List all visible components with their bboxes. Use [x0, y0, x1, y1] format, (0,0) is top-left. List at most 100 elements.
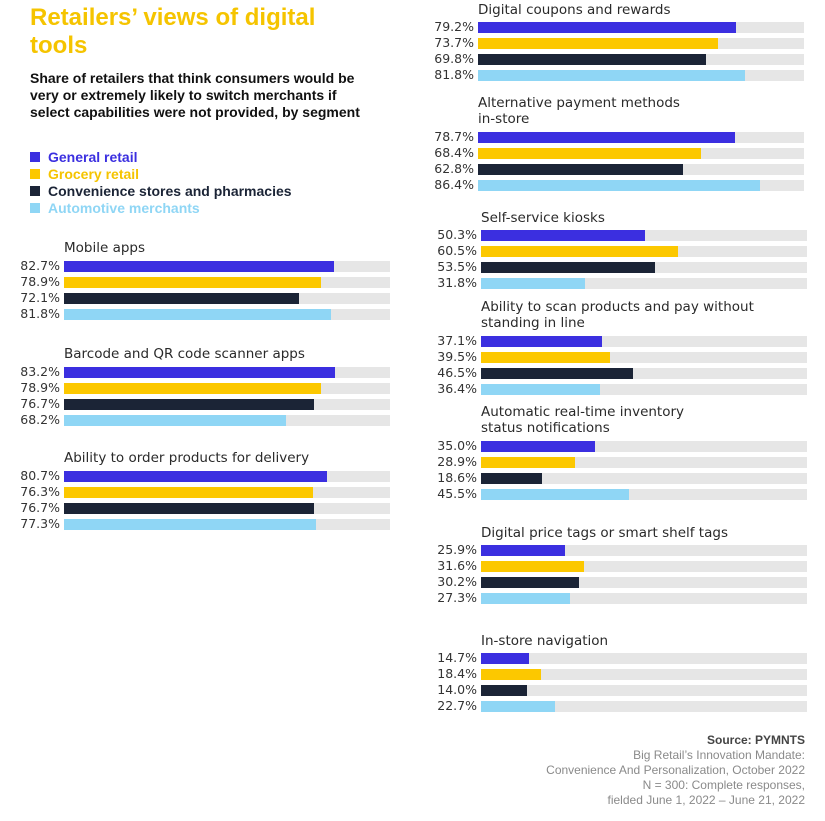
- bar-track: [478, 22, 804, 33]
- data-label: 76.7%: [20, 396, 60, 411]
- bar-track: [478, 132, 804, 143]
- bar-row: 62.8%: [434, 161, 804, 177]
- bar-track: [64, 367, 390, 378]
- legend-label: General retail: [48, 148, 138, 165]
- data-label: 37.1%: [437, 333, 477, 348]
- bar-row: 36.4%: [437, 381, 807, 397]
- data-label: 68.2%: [20, 412, 60, 427]
- bar-track: [64, 519, 390, 530]
- legend-item-grocery-retail: Grocery retail: [30, 165, 292, 182]
- bar-group: Digital price tags or smart shelf tags 25…: [437, 525, 807, 606]
- bar: [64, 309, 331, 320]
- bar-row: 37.1%: [437, 333, 807, 349]
- bar-track: [481, 262, 807, 273]
- bar-row: 86.4%: [434, 177, 804, 193]
- bar-track: [478, 180, 804, 191]
- bar-group: In-store navigation 14.7% 18.4% 14.0% 22.7%: [437, 633, 807, 714]
- legend-swatch: [30, 151, 40, 162]
- bar-row: 53.5%: [437, 259, 807, 275]
- bar: [481, 441, 596, 452]
- bar-track: [481, 278, 807, 289]
- data-label: 81.8%: [434, 67, 474, 82]
- bar-row: 28.9%: [437, 454, 807, 470]
- bar-track: [64, 277, 390, 288]
- bar-row: 80.7%: [20, 468, 390, 484]
- bar: [481, 262, 656, 273]
- legend-label: Convenience stores and pharmacies: [48, 182, 292, 199]
- bar: [64, 399, 315, 410]
- bar-track: [64, 399, 390, 410]
- data-label: 31.8%: [437, 275, 477, 290]
- data-label: 35.0%: [437, 438, 477, 453]
- bar-row: 68.4%: [434, 145, 804, 161]
- bar: [64, 367, 336, 378]
- bar: [478, 132, 735, 143]
- bar-track: [481, 489, 807, 500]
- group-title: Ability to order products for delivery: [64, 450, 310, 466]
- group-title: Digital coupons and rewards: [478, 2, 671, 18]
- bar: [64, 503, 315, 514]
- bar: [481, 545, 566, 556]
- data-label: 76.7%: [20, 500, 60, 515]
- bar-row: 77.3%: [20, 516, 390, 532]
- group-title: Self-service kiosks: [481, 210, 605, 226]
- data-label: 46.5%: [437, 365, 477, 380]
- group-title: Alternative payment methods in-store: [478, 95, 680, 127]
- bar: [481, 336, 602, 347]
- bar-track: [64, 309, 390, 320]
- bar-row: 69.8%: [434, 51, 804, 67]
- legend-swatch: [30, 202, 40, 213]
- data-label: 62.8%: [434, 161, 474, 176]
- bar: [64, 519, 316, 530]
- bar-track: [478, 70, 804, 81]
- bar-track: [481, 669, 807, 680]
- bar: [481, 368, 633, 379]
- bar-row: 81.8%: [434, 67, 804, 83]
- bar: [64, 383, 322, 394]
- chart-title: Retailers’ views of digital tools: [30, 4, 316, 59]
- bar-track: [481, 457, 807, 468]
- bar-row: 68.2%: [20, 412, 390, 428]
- group-title: Barcode and QR code scanner apps: [64, 346, 305, 362]
- bar-row: 76.7%: [20, 396, 390, 412]
- bar: [481, 230, 645, 241]
- bar-track: [481, 352, 807, 363]
- bar-track: [481, 561, 807, 572]
- group-title: Ability to scan products and pay without…: [481, 299, 754, 331]
- bar: [481, 489, 630, 500]
- bar-track: [481, 577, 807, 588]
- bar: [478, 70, 745, 81]
- data-label: 81.8%: [20, 306, 60, 321]
- data-label: 82.7%: [20, 258, 60, 273]
- legend-item-general-retail: General retail: [30, 148, 292, 165]
- bar-row: 39.5%: [437, 349, 807, 365]
- bar: [481, 701, 555, 712]
- bar-group: Automatic real-time inventory status not…: [437, 404, 807, 502]
- data-label: 50.3%: [437, 227, 477, 242]
- legend-swatch: [30, 168, 40, 179]
- data-label: 31.6%: [437, 558, 477, 573]
- bar-row: 82.7%: [20, 258, 390, 274]
- bar-track: [481, 384, 807, 395]
- bar: [481, 577, 580, 588]
- group-title: In-store navigation: [481, 633, 609, 649]
- bar-track: [478, 164, 804, 175]
- legend: General retail Grocery retail Convenienc…: [30, 148, 292, 216]
- bar-track: [481, 230, 807, 241]
- data-label: 68.4%: [434, 145, 474, 160]
- bar-track: [481, 653, 807, 664]
- source-line: Big Retail’s Innovation Mandate:: [633, 748, 805, 762]
- bar: [481, 653, 529, 664]
- bar-track: [481, 336, 807, 347]
- bar-row: 76.7%: [20, 500, 390, 516]
- bar: [481, 561, 585, 572]
- bar-track: [64, 503, 390, 514]
- legend-label: Automotive merchants: [48, 199, 200, 216]
- bar-row: 76.3%: [20, 484, 390, 500]
- bar-group: Mobile apps 82.7% 78.9% 72.1% 81.8%: [20, 240, 390, 322]
- bar: [478, 54, 706, 65]
- data-label: 83.2%: [20, 364, 60, 379]
- source-label: Source: PYMNTS: [706, 733, 805, 747]
- data-label: 14.0%: [437, 682, 477, 697]
- data-label: 18.6%: [437, 470, 477, 485]
